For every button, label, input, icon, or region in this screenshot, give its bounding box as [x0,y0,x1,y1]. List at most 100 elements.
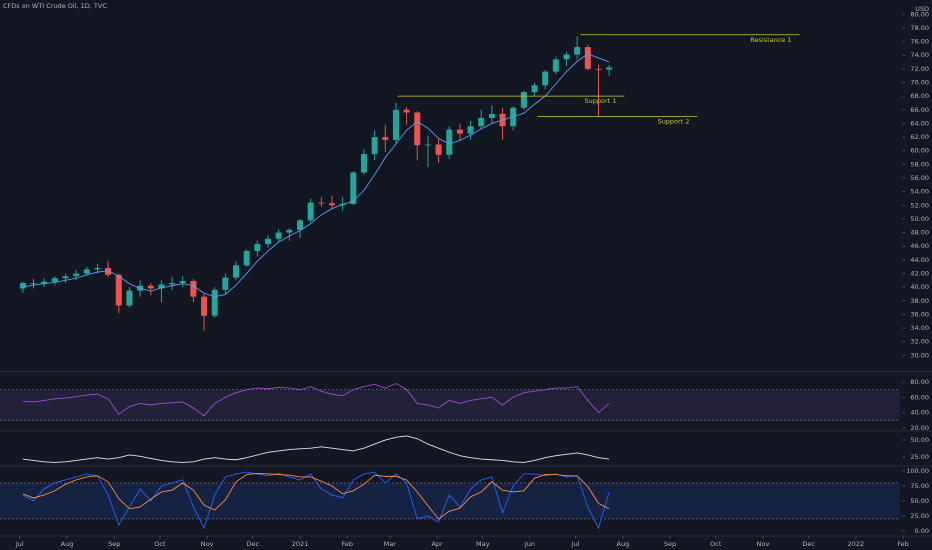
candle-body [350,172,357,204]
y-tick-label: 64.00 [910,119,929,127]
x-tick-label: Aug [617,540,630,548]
y-tick-label: 78.00 [910,24,929,32]
candle-body [83,269,90,274]
candle-body [254,244,261,251]
y-tick-label: 60.00 [910,393,929,401]
candle-body [94,268,101,270]
x-tick-label: 2021 [292,540,309,548]
level-label: Support 1 [584,97,616,105]
candle-body [51,278,58,282]
candle-body [595,68,602,70]
candle-body [563,54,570,60]
candle-body [73,273,80,277]
candle-body [41,281,48,284]
x-tick-label: May [476,540,490,548]
candle-body [414,112,421,146]
candle-body [201,296,208,316]
y-tick-label: 75.00 [910,482,929,490]
y-tick-label: 32.00 [910,338,929,346]
candle-body [286,229,293,233]
candle-body [446,129,453,155]
candle-body [147,285,154,289]
y-tick-label: 56.00 [910,174,929,182]
currency-label: USD [915,5,929,13]
candle-body [424,144,431,146]
y-tick-label: 0.00 [915,527,929,535]
x-tick-label: Nov [201,540,214,548]
indicator-line [22,435,610,463]
y-tick-label: 42.00 [910,269,929,277]
candle-body [179,280,186,284]
y-tick-label: 44.00 [910,256,929,264]
y-tick-label: 68.00 [910,92,929,100]
candle-body [233,265,240,278]
y-tick-label: 74.00 [910,51,929,59]
x-tick-label: Oct [154,540,166,548]
candle-body [403,109,410,113]
candle-body [584,47,591,69]
x-tick-label: Jul [15,540,24,548]
candle-body [552,59,559,72]
candle-body [265,238,272,245]
candle-body [105,268,112,275]
y-tick-label: 76.00 [910,38,929,46]
y-tick-label: 60.00 [910,147,929,155]
x-tick-label: Feb [341,540,353,548]
candle-body [30,283,37,284]
candle-body [435,144,442,155]
x-tick-label: Nov [757,540,770,548]
y-tick-label: 36.00 [910,310,929,318]
candle-body [115,274,122,306]
x-tick-label: Jun [524,540,535,548]
y-tick-label: 25.00 [910,512,929,520]
candle-body [531,85,538,93]
candle-body [126,290,133,306]
x-tick-label: Jul [571,540,580,548]
y-tick-label: 70.00 [910,79,929,87]
x-tick-label: 2022 [848,540,865,548]
y-tick-label: 54.00 [910,188,929,196]
candle-body [190,280,197,297]
candle-body [211,289,218,316]
x-tick-label: Oct [710,540,722,548]
candle-body [19,283,26,289]
y-tick-label: 80.00 [910,10,929,18]
candle-body [328,203,335,206]
y-tick-label: 46.00 [910,242,929,250]
x-tick-label: Aug [61,540,74,548]
y-tick-label: 40.00 [910,409,929,417]
candle-body [371,137,378,155]
level-label: Support 2 [658,118,690,126]
x-tick-label: Feb [897,540,909,548]
y-tick-label: 48.00 [910,229,929,237]
y-tick-label: 62.00 [910,133,929,141]
y-tick-label: 80.00 [910,378,929,386]
candle-body [307,202,314,221]
x-tick-label: Sep [664,540,676,548]
level-label: Resistance 1 [750,36,791,44]
candle-body [606,67,613,70]
y-tick-label: 25.00 [910,453,929,461]
candle-body [467,126,474,134]
candle-body [520,92,527,108]
candle-body [318,202,325,204]
candle-body [275,232,282,239]
candle-body [222,277,229,290]
x-tick-label: Mar [384,540,397,548]
y-tick-label: 58.00 [910,160,929,168]
y-tick-label: 100.00 [906,467,929,475]
candle-body [488,113,495,118]
candle-body [542,71,549,86]
candle-body [62,276,69,279]
y-tick-label: 40.00 [910,283,929,291]
chart-title: CFDs on WTI Crude Oil, 1D, TVC [3,2,107,10]
candle-body [169,283,176,285]
x-tick-label: Dec [247,540,260,548]
candle-body [297,220,304,230]
x-tick-label: Sep [108,540,120,548]
indicator-line [22,472,610,520]
candle-body [392,109,399,140]
y-tick-label: 66.00 [910,106,929,114]
